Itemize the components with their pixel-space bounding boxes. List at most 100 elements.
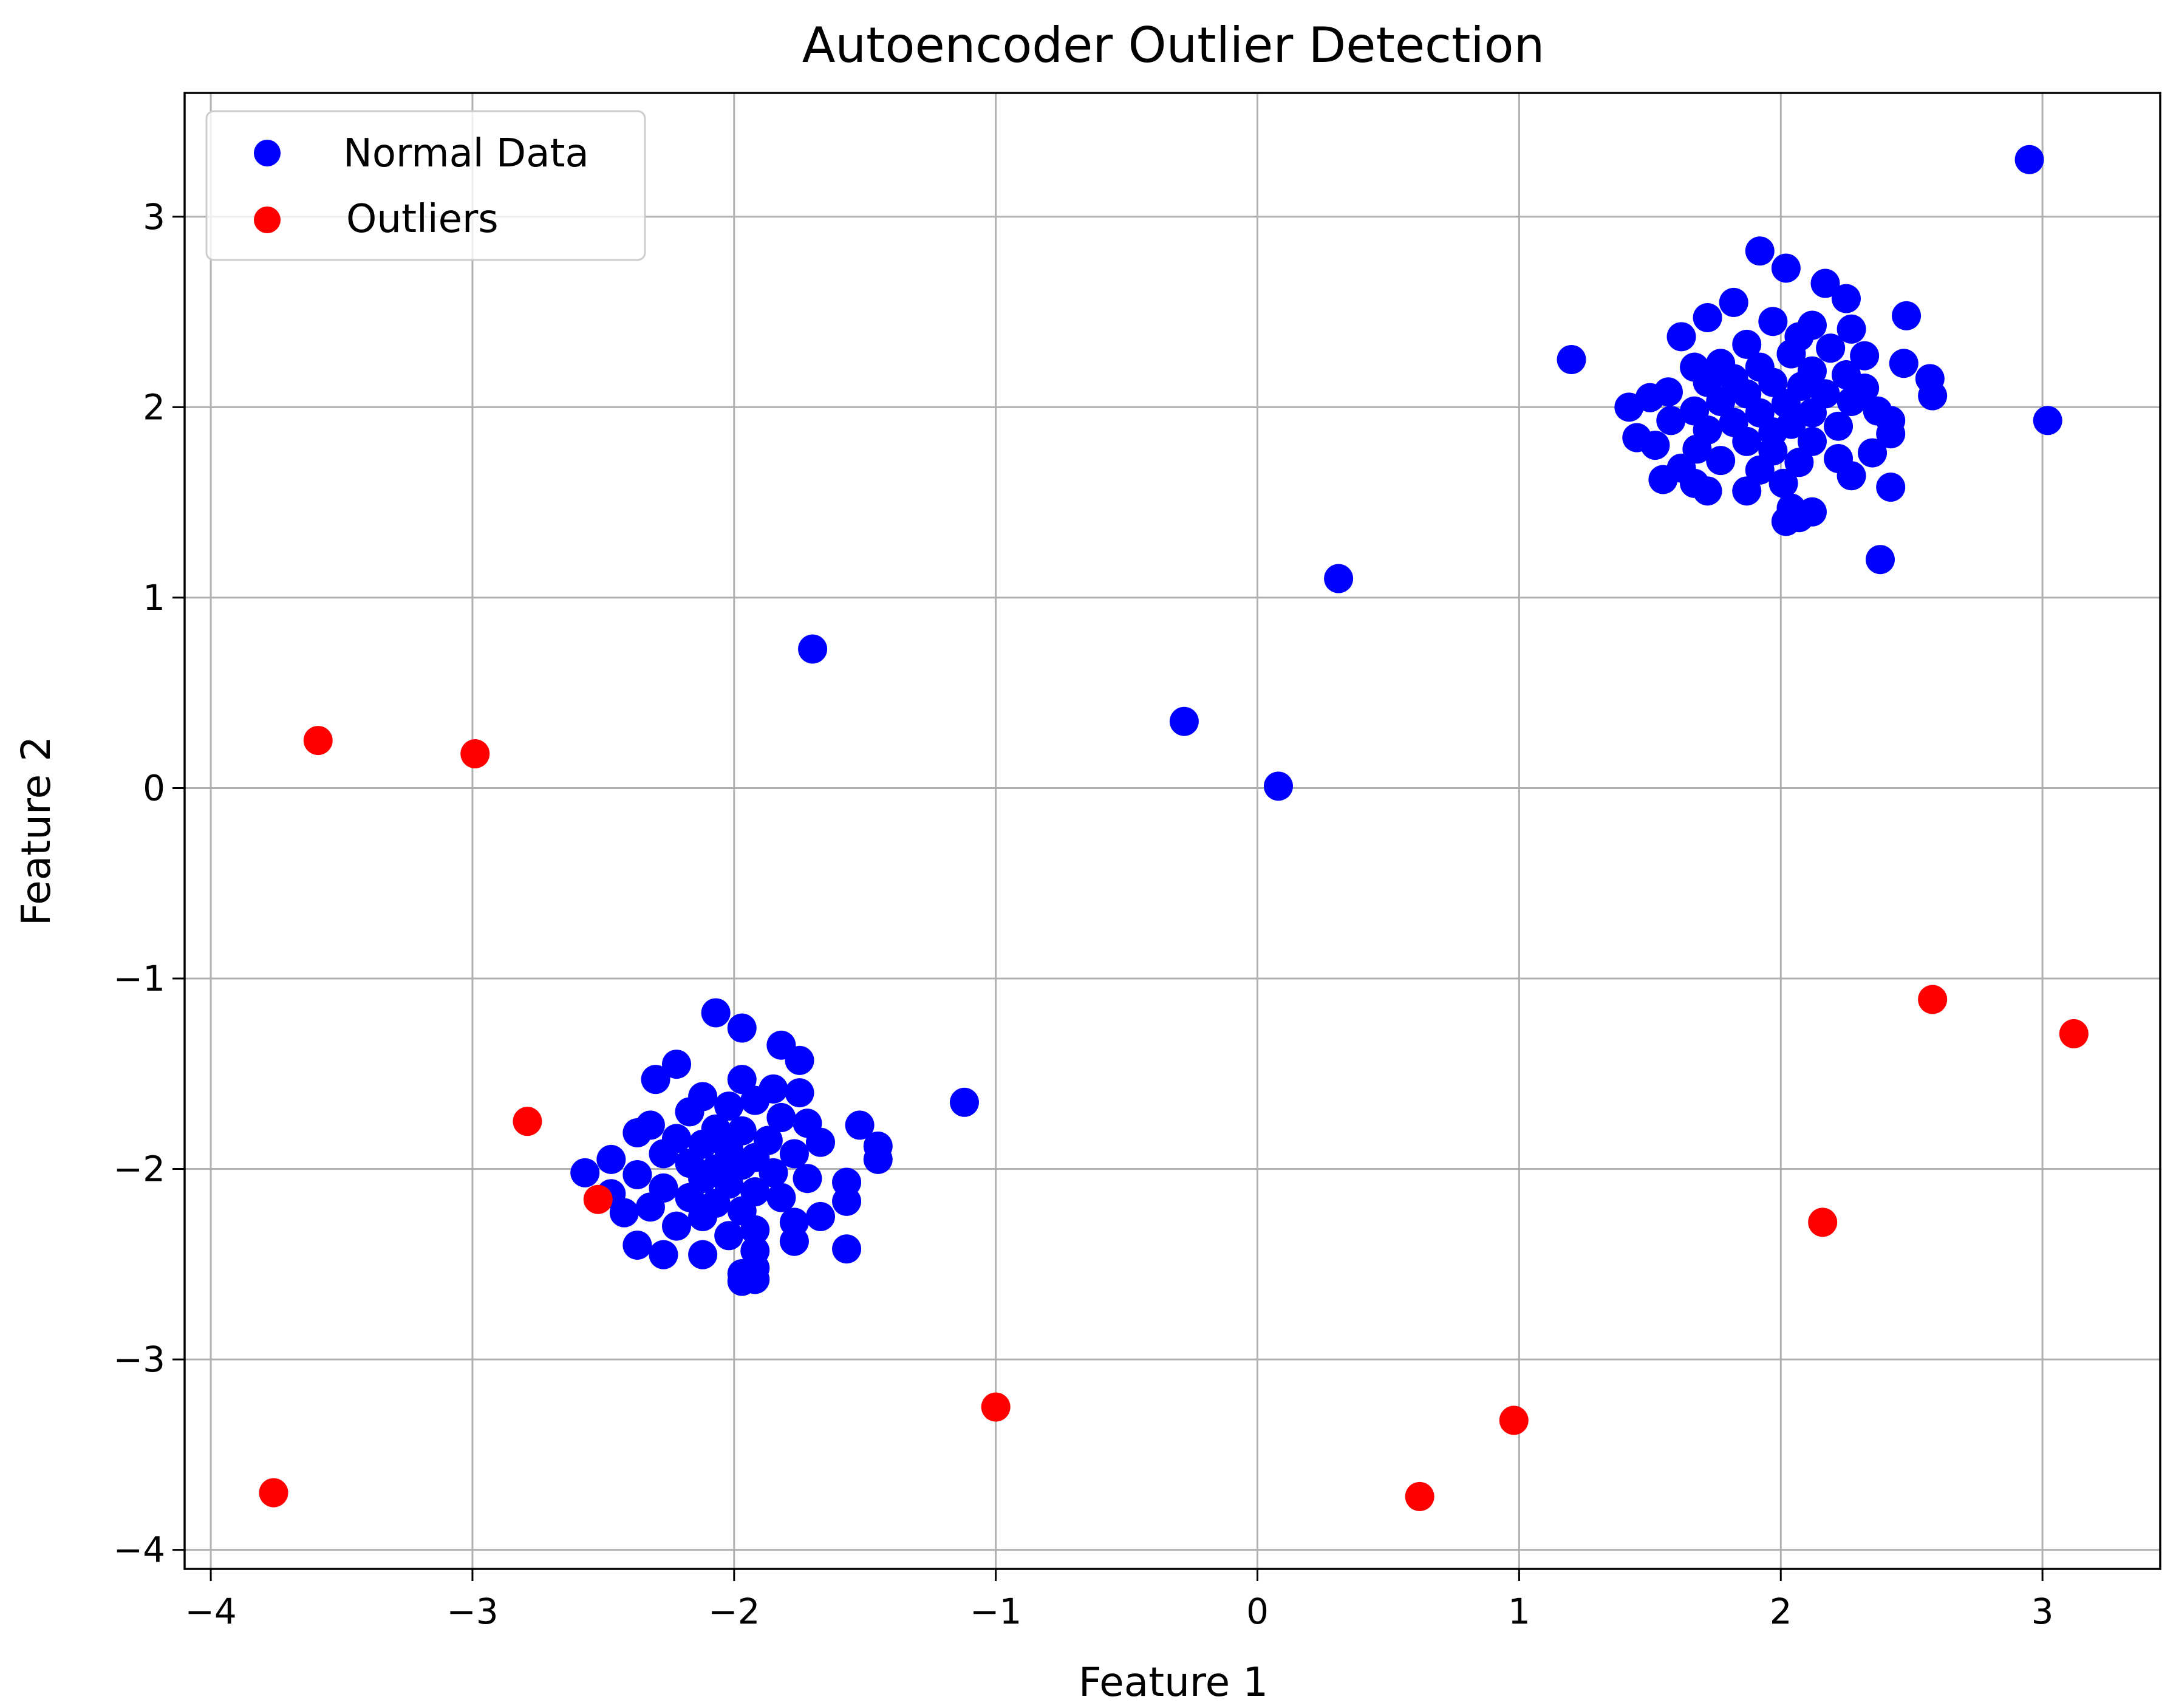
normal-data-point <box>779 1139 809 1169</box>
normal-data-point <box>2014 145 2044 174</box>
grid-lines <box>185 93 2160 1569</box>
normal-data-point <box>1771 507 1801 536</box>
y-tick-label: −2 <box>114 1149 166 1190</box>
normal-data-point <box>1693 476 1722 506</box>
normal-data-point <box>832 1186 862 1216</box>
normal-data-point <box>714 1221 744 1251</box>
x-tick-label: −2 <box>708 1591 760 1632</box>
normal-data-point <box>1876 473 1906 502</box>
normal-data-point <box>1797 426 1827 456</box>
normal-data-point <box>641 1065 670 1095</box>
normal-data-point <box>779 1226 809 1256</box>
normal-data-point <box>570 1158 600 1187</box>
normal-data-point <box>1666 322 1696 352</box>
outlier-point <box>1499 1406 1529 1435</box>
normal-data-point <box>688 1240 718 1269</box>
normal-data-point <box>1719 287 1748 317</box>
normal-data-point <box>1816 333 1846 363</box>
normal-data-point <box>1837 314 1866 344</box>
normal-data-point <box>1732 329 1762 359</box>
normal-data-point <box>1831 284 1861 313</box>
outlier-point <box>981 1392 1011 1422</box>
y-tick-label: 2 <box>143 386 165 428</box>
normal-data-point <box>622 1230 652 1260</box>
normal-data-point <box>1557 344 1586 374</box>
normal-data-point <box>1732 476 1762 506</box>
normal-data-point <box>785 1078 814 1108</box>
normal-data-point <box>662 1211 692 1241</box>
outlier-point <box>583 1184 613 1214</box>
normal-data-point <box>622 1160 652 1189</box>
normal-data-point <box>1892 301 1922 330</box>
outlier-point <box>460 739 490 769</box>
y-tick-label: 1 <box>143 577 165 618</box>
normal-data-point <box>1850 341 1880 371</box>
normal-data-point <box>1706 446 1736 476</box>
data-points <box>259 145 2089 1511</box>
normal-data-point <box>609 1198 639 1228</box>
normal-data-point <box>740 1085 770 1115</box>
normal-data-point <box>1837 386 1866 416</box>
normal-data-point <box>1784 448 1814 477</box>
normal-data-point <box>635 1192 665 1222</box>
normal-data-point <box>1656 406 1686 436</box>
normal-data-point <box>805 1127 835 1157</box>
legend-marker-normal <box>254 140 281 166</box>
outlier-point <box>303 726 333 756</box>
normal-data-point <box>1648 465 1678 494</box>
normal-data-point <box>727 1013 757 1043</box>
normal-data-point <box>1745 236 1775 266</box>
x-tick-label: −4 <box>185 1591 237 1632</box>
legend-marker-outliers <box>254 207 281 233</box>
y-tick-label: 0 <box>143 767 165 808</box>
y-tick-label: 3 <box>143 196 165 237</box>
normal-data-point <box>649 1240 678 1269</box>
legend: Normal Data Outliers <box>205 110 646 261</box>
normal-data-point <box>1771 253 1801 283</box>
normal-data-point <box>1614 392 1644 422</box>
chart-title: Autoencoder Outlier Detection <box>802 17 1545 73</box>
normal-data-point <box>1706 386 1736 416</box>
normal-data-point <box>740 1215 770 1245</box>
outlier-point <box>1405 1481 1434 1511</box>
normal-data-point <box>1865 545 1895 575</box>
plot-frame <box>183 92 2161 1570</box>
axis-ticks: −4 −3 −2 −1 0 1 2 3 −4 −3 −2 −1 0 1 2 3 <box>114 196 2054 1632</box>
normal-data-point <box>1640 431 1670 460</box>
normal-data-point <box>596 1144 626 1174</box>
x-tick-label: −3 <box>446 1591 499 1632</box>
normal-data-point <box>2033 406 2062 436</box>
legend-label-normal: Normal Data <box>343 131 589 176</box>
normal-data-point <box>1824 411 1854 441</box>
normal-data-point <box>1918 381 1948 411</box>
x-axis-label: Feature 1 <box>1079 1659 1268 1706</box>
normal-data-point <box>1324 564 1354 593</box>
outlier-point <box>2059 1019 2089 1048</box>
normal-data-point <box>1732 426 1762 456</box>
normal-data-point <box>832 1234 862 1264</box>
normal-data-point <box>798 634 828 664</box>
normal-data-point <box>622 1118 652 1147</box>
outlier-point <box>259 1478 288 1508</box>
normal-data-point <box>949 1087 979 1117</box>
normal-data-point <box>1745 455 1775 485</box>
normal-data-point <box>675 1097 704 1127</box>
normal-data-point <box>863 1144 893 1174</box>
normal-data-point <box>766 1183 796 1212</box>
normal-data-point <box>1758 307 1788 336</box>
x-tick-label: 0 <box>1246 1591 1269 1632</box>
x-tick-label: 1 <box>1508 1591 1530 1632</box>
normal-data-point <box>1858 438 1888 468</box>
y-tick-label: −1 <box>114 958 166 999</box>
outlier-point <box>1808 1208 1838 1237</box>
normal-data-point <box>793 1164 822 1194</box>
normal-data-point <box>714 1091 744 1121</box>
normal-data-point <box>662 1050 692 1079</box>
normal-data-point <box>1810 268 1840 298</box>
x-tick-label: 3 <box>2031 1591 2054 1632</box>
normal-data-point <box>1837 461 1866 491</box>
normal-data-point <box>1758 367 1788 397</box>
normal-data-point <box>740 1265 770 1294</box>
normal-data-point <box>1889 349 1918 378</box>
